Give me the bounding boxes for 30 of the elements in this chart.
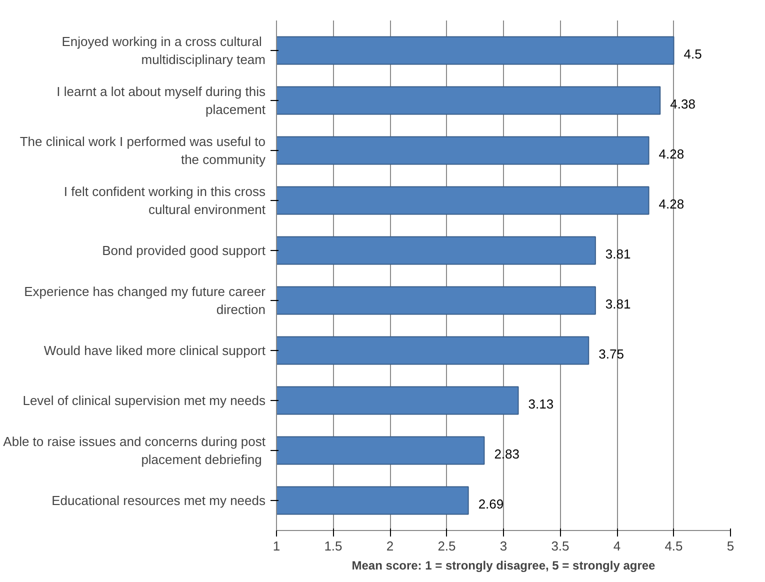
data-label: 4.5 — [684, 46, 702, 62]
y-tick-label: Educational resources met my needs — [52, 493, 266, 508]
x-tick-label: 3.5 — [551, 538, 570, 554]
y-tick-label: I felt confident working in this cross cultural environment — [64, 184, 266, 217]
data-label: 3.81 — [605, 296, 631, 312]
y-tick-label: The clinical work I performed was useful to the community — [20, 134, 266, 167]
x-tick-label: 4.5 — [664, 538, 683, 554]
y-tick-label: Bond provided good support — [102, 243, 266, 258]
x-axis-title: Mean score: 1 = strongly disagree, 5 = strongly agree — [352, 558, 656, 572]
data-label: 3.75 — [598, 346, 624, 362]
y-tick-label: Enjoyed working in a cross cultural multidisciplinary team — [62, 34, 266, 67]
x-tick-label: 1.5 — [324, 538, 342, 554]
x-tick-label: 5 — [726, 538, 734, 554]
x-tick-label: 2 — [386, 538, 394, 554]
x-tick-label: 1 — [272, 538, 280, 554]
data-label: 4.28 — [658, 146, 684, 162]
x-tick-label: 3 — [500, 538, 508, 554]
data-label: 2.83 — [494, 446, 520, 462]
y-tick-label: I learnt a lot about myself during this placement — [56, 84, 266, 117]
x-tick-label: 4 — [613, 538, 621, 554]
y-tick-label: Experience has changed my future career direction — [24, 284, 266, 317]
data-label: 4.28 — [658, 196, 684, 212]
y-tick-label: Able to raise issues and concerns during post placement debriefing — [3, 434, 266, 467]
y-tick-label: Would have liked more clinical support — [44, 343, 266, 358]
x-tick-label: 2.5 — [438, 538, 456, 554]
data-label: 3.81 — [605, 246, 631, 262]
y-tick-label: Level of clinical supervision met my needs — [22, 393, 266, 408]
data-label: 2.69 — [478, 496, 504, 512]
data-label: 3.13 — [528, 396, 554, 412]
data-label: 4.38 — [670, 96, 696, 112]
